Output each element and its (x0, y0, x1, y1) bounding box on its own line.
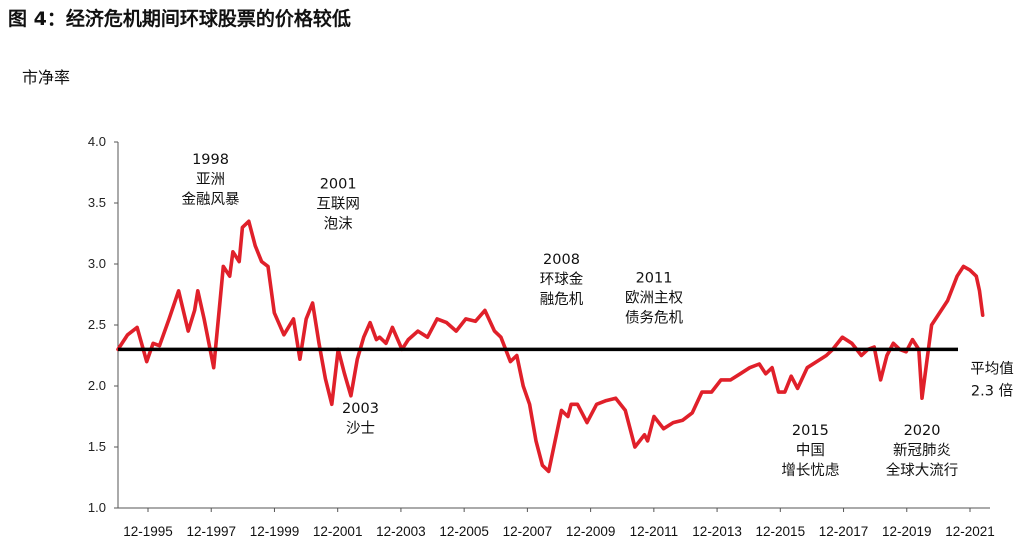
x-tick-label: 12-2011 (630, 524, 679, 539)
x-tick-label: 12-1995 (123, 524, 173, 539)
event-annotation: 全球大流行 (886, 461, 959, 479)
event-annotation: 环球金 (540, 271, 584, 288)
event-annotation: 2003 (342, 401, 379, 417)
event-annotation: 亚洲 (196, 172, 225, 188)
x-tick-label: 12-2015 (756, 524, 806, 539)
y-tick-label: 2.0 (88, 378, 106, 393)
y-axis-unit-label: 市净率 (22, 68, 71, 87)
x-tick-label: 12-1999 (250, 524, 300, 539)
y-tick-label: 1.0 (88, 500, 106, 515)
x-tick-label: 12-2001 (313, 524, 363, 539)
event-annotation: 欧洲主权 (625, 289, 683, 306)
event-annotation: 2015 (792, 423, 829, 439)
x-tick-label: 12-2013 (692, 524, 742, 539)
y-tick-label: 3.0 (88, 256, 106, 271)
mean-label: 2.3 倍 (971, 382, 1013, 399)
x-tick-label: 12-2021 (945, 524, 995, 539)
x-tick-labels: 12-1995 12-1997 12-1999 12-2001 12-2003 12-20… (123, 508, 995, 539)
event-annotation: 新冠肺炎 (893, 442, 951, 459)
event-annotation: 2008 (543, 252, 580, 268)
x-tick-label: 12-2009 (566, 524, 616, 539)
event-annotation: 债务危机 (625, 309, 683, 326)
y-tick-label: 2.5 (88, 317, 106, 332)
event-annotation: 中国 (796, 442, 825, 459)
y-tick-labels: 1.0 1.5 2.0 2.5 3.0 3.5 4.0 (88, 134, 118, 515)
x-tick-label: 12-2017 (819, 524, 869, 539)
x-tick-label: 12-2007 (503, 524, 553, 539)
y-tick-label: 3.5 (88, 195, 106, 210)
mean-layer: 平均值 2.3 倍 (118, 347, 1014, 399)
y-tick-label: 4.0 (88, 134, 106, 149)
figure-title: 图 4：经济危机期间环球股票的价格较低 (8, 8, 351, 30)
event-annotation: 1998 (192, 152, 229, 168)
event-annotation: 泡沫 (324, 215, 353, 232)
mean-label: 平均值 (970, 360, 1014, 377)
event-annotation: 2011 (636, 270, 673, 286)
event-annotation: 增长忧虑 (781, 462, 839, 479)
x-tick-label: 12-2019 (882, 524, 932, 539)
x-tick-label: 12-2003 (376, 524, 426, 539)
event-annotation: 融危机 (540, 291, 584, 308)
event-annotation: 2001 (320, 176, 357, 192)
y-tick-label: 1.5 (88, 439, 106, 454)
event-annotation: 金融风暴 (182, 191, 240, 208)
event-annotation: 沙士 (346, 420, 375, 437)
event-annotation: 互联网 (316, 195, 360, 212)
x-tick-label: 12-1997 (186, 524, 236, 539)
event-annotation: 2020 (904, 423, 941, 439)
x-tick-label: 12-2005 (439, 524, 489, 539)
